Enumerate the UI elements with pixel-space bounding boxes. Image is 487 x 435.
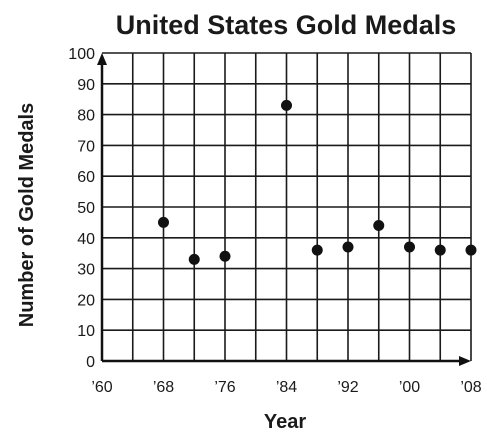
data-point	[342, 241, 354, 253]
data-point	[158, 216, 169, 228]
data-points	[158, 99, 477, 265]
x-tick-labels: ’60 ’68 ’76 ’84 ’92 ’00 ’08	[91, 379, 481, 396]
data-point	[465, 244, 477, 256]
x-axis-arrow	[459, 356, 471, 366]
y-tick-labels: 0 10 20 30 40 50 60 70 80 90 100	[68, 46, 95, 371]
grid	[102, 52, 472, 361]
data-point	[281, 99, 292, 111]
y-axis-arrow	[97, 53, 107, 65]
y-tick-label: 80	[77, 108, 95, 125]
y-tick-label: 30	[77, 262, 95, 279]
y-tick-label: 10	[77, 323, 95, 340]
chart-title: United States Gold Medals	[116, 10, 457, 40]
y-tick-label: 70	[77, 138, 95, 155]
data-point	[373, 219, 385, 231]
axes	[97, 53, 471, 366]
x-tick-label: ’08	[460, 379, 481, 396]
data-point	[219, 250, 231, 262]
y-tick-label: 100	[68, 46, 95, 63]
x-tick-label: ’68	[153, 379, 174, 396]
data-point	[311, 244, 323, 256]
x-tick-label: ’92	[337, 379, 358, 396]
y-tick-label: 50	[77, 200, 95, 217]
y-tick-label: 0	[86, 354, 95, 371]
x-tick-label: ’00	[399, 379, 420, 396]
y-tick-label: 60	[77, 169, 95, 186]
y-tick-label: 20	[77, 292, 95, 309]
y-tick-label: 40	[77, 231, 95, 248]
data-point	[434, 244, 446, 256]
x-axis-label: Year	[264, 411, 306, 433]
x-tick-label: ’60	[91, 379, 112, 396]
data-point	[404, 241, 415, 253]
y-axis-label: Number of Gold Medals	[16, 103, 38, 327]
x-tick-label: ’84	[276, 379, 297, 396]
x-tick-label: ’76	[214, 379, 235, 396]
y-tick-label: 90	[77, 77, 95, 94]
data-point	[188, 253, 200, 265]
